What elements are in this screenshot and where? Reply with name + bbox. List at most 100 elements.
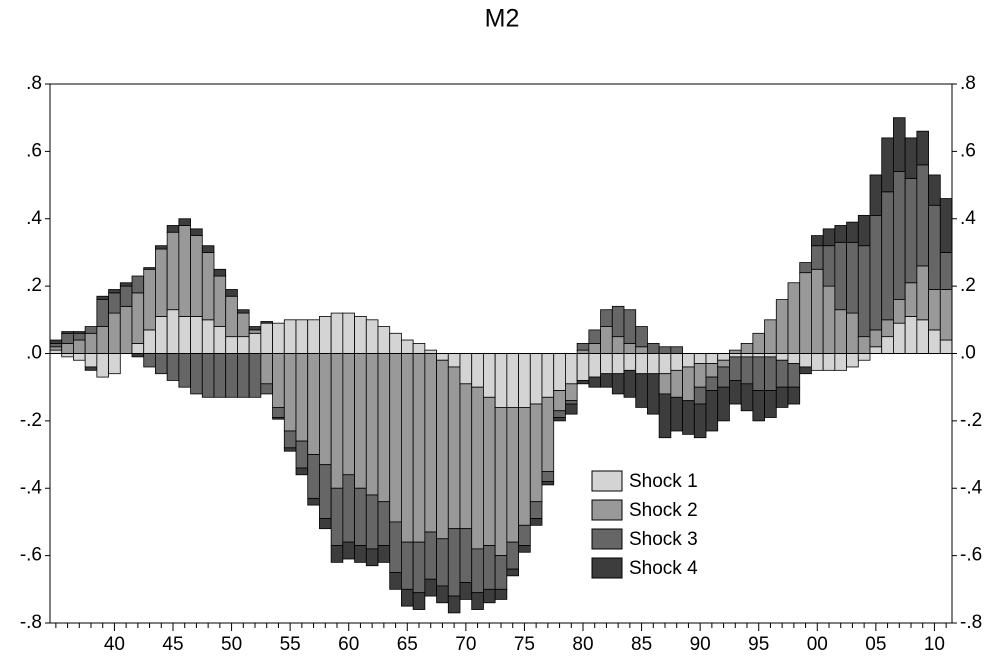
bar-segment	[787, 353, 801, 365]
bar-segment	[201, 252, 215, 321]
bar-segment	[811, 353, 824, 371]
bar-segment	[588, 329, 601, 344]
bar-segment	[928, 289, 941, 331]
bar-segment	[483, 545, 496, 590]
bar-segment	[424, 578, 437, 597]
bar-segment	[248, 329, 262, 334]
bar-segment	[775, 386, 789, 408]
bar-segment	[565, 383, 578, 402]
bar-segment	[459, 528, 473, 583]
y2-tick-label: .4	[960, 208, 976, 229]
bar-segment	[635, 326, 648, 348]
bar-segment	[155, 316, 168, 354]
bar-segment	[846, 221, 859, 243]
bar-segment	[319, 518, 332, 530]
x-tick-label: 80	[572, 634, 593, 655]
bar-segment	[447, 595, 461, 614]
legend-swatch	[591, 557, 623, 579]
bar-segment	[764, 390, 777, 418]
bar-segment	[213, 275, 227, 327]
bar-segment	[283, 319, 297, 354]
chart-title: M2	[485, 5, 520, 33]
bar-segment	[928, 174, 941, 206]
bar-segment	[893, 117, 906, 172]
bar-segment	[330, 487, 344, 546]
bar-segment	[647, 342, 660, 354]
bar-segment	[295, 353, 309, 442]
bar-segment	[494, 353, 508, 408]
bar-segment	[658, 353, 672, 375]
bar-segment	[225, 353, 238, 398]
bar-segment	[893, 171, 906, 300]
legend-swatch	[591, 470, 623, 492]
bar-segment	[916, 130, 929, 166]
bar-segment	[682, 400, 695, 435]
bar-segment	[787, 386, 801, 405]
bar-segment	[483, 396, 496, 546]
bar-segment	[693, 353, 707, 365]
bar-segment	[354, 545, 367, 563]
bar-segment	[96, 353, 109, 378]
bar-segment	[764, 356, 777, 391]
bar-segment	[237, 353, 250, 398]
bar-segment	[237, 336, 250, 354]
bar-segment	[939, 252, 953, 290]
bar-segment	[588, 376, 601, 388]
bar-segment	[73, 339, 86, 354]
bar-segment	[506, 541, 519, 570]
bar-segment	[740, 342, 754, 354]
bar-segment	[916, 265, 929, 321]
bar-segment	[506, 353, 519, 408]
plot-frame	[49, 83, 953, 624]
bar-segment	[588, 342, 601, 354]
bar-segment	[529, 501, 543, 519]
bar-segment	[611, 336, 625, 354]
y2-tick-label: -.6	[960, 545, 982, 566]
bar-segment	[365, 353, 379, 496]
bar-segment	[682, 366, 695, 402]
bar-segment	[119, 285, 133, 307]
bar-segment	[541, 481, 555, 486]
bar-segment	[670, 396, 683, 432]
bar-segment	[799, 353, 812, 368]
bar-segment	[201, 245, 215, 253]
bar-segment	[248, 353, 262, 398]
bar-segment	[600, 326, 613, 354]
bar-segment	[799, 366, 812, 375]
bar-segment	[201, 319, 215, 354]
bar-segment	[541, 471, 555, 482]
bar-segment	[670, 346, 683, 354]
y-tick-label: -.2	[20, 410, 42, 431]
bar-segment	[260, 321, 273, 324]
bar-segment	[822, 285, 836, 354]
bar-segment	[822, 353, 836, 371]
x-tick-label: 85	[631, 634, 652, 655]
y2-tick-label: .2	[960, 275, 976, 296]
bar-segment	[494, 555, 508, 590]
bar-segment	[436, 353, 449, 361]
bar-segment	[518, 353, 531, 408]
bar-segment	[401, 339, 414, 354]
bar-segment	[600, 309, 613, 327]
bar-segment	[658, 373, 672, 395]
bar-segment	[424, 349, 437, 354]
bar-segment	[658, 346, 672, 354]
bar-segment	[471, 548, 484, 594]
bar-segment	[96, 299, 109, 327]
bar-segment	[143, 353, 156, 368]
bar-segment	[811, 245, 824, 270]
bar-segment	[693, 403, 707, 439]
bar-segment	[869, 346, 883, 354]
bar-segment	[166, 225, 180, 233]
bar-segment	[283, 430, 297, 449]
bar-segment	[319, 353, 332, 466]
bar-segment	[611, 373, 625, 395]
x-tick-label: 70	[455, 634, 476, 655]
bar-segment	[693, 363, 707, 388]
bar-segment	[108, 289, 121, 294]
bar-segment	[225, 289, 238, 297]
bar-segment	[131, 342, 145, 354]
x-tick-label: 00	[807, 634, 828, 655]
bar-segment	[576, 353, 590, 381]
bar-segment	[447, 353, 461, 368]
